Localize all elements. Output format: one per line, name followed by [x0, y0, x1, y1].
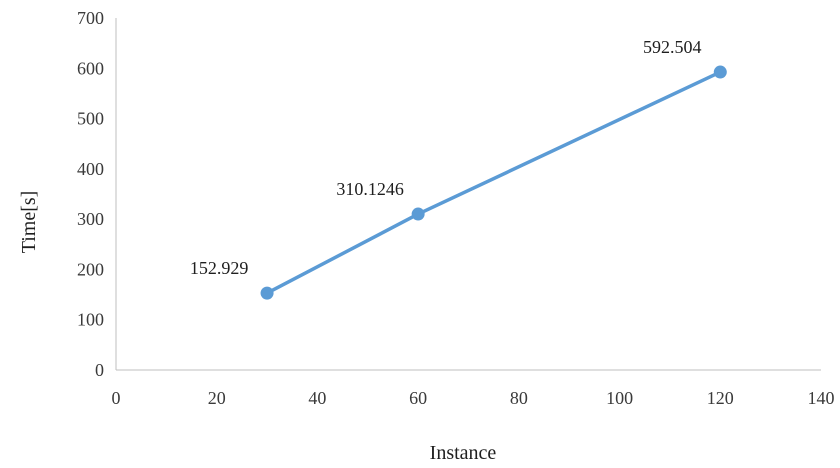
data-label: 152.929: [190, 258, 249, 278]
axes: [115, 18, 821, 371]
y-tick-label: 500: [77, 109, 104, 129]
x-tick-label: 80: [510, 388, 528, 408]
x-tick-label: 0: [112, 388, 121, 408]
y-tick-label: 200: [77, 259, 104, 279]
x-tick-label: 100: [606, 388, 633, 408]
series-line: [265, 70, 723, 295]
y-tick-label: 600: [77, 58, 104, 78]
x-tick-label: 140: [808, 388, 835, 408]
x-axis-title: Instance: [430, 442, 497, 463]
x-tick-label: 20: [208, 388, 226, 408]
data-point: [260, 286, 274, 300]
data-point: [411, 207, 425, 221]
x-tick-label: 40: [308, 388, 326, 408]
data-label: 592.504: [643, 37, 702, 57]
series-layer: [260, 65, 727, 300]
tick-labels: 0 100 200 300 400 500 600 700 0 20 40 60 80 100 120 140: [77, 8, 835, 408]
y-tick-label: 100: [77, 310, 104, 330]
x-tick-label: 120: [707, 388, 734, 408]
y-tick-label: 400: [77, 159, 104, 179]
y-axis-title: Time[s]: [18, 191, 40, 254]
y-tick-label: 700: [77, 8, 104, 28]
x-tick-label: 60: [409, 388, 427, 408]
y-tick-label: 300: [77, 209, 104, 229]
y-tick-label: 0: [95, 360, 104, 380]
data-labels: 152.929 310.1246 592.504: [190, 37, 702, 278]
data-point: [713, 65, 727, 79]
data-label: 310.1246: [336, 179, 404, 199]
